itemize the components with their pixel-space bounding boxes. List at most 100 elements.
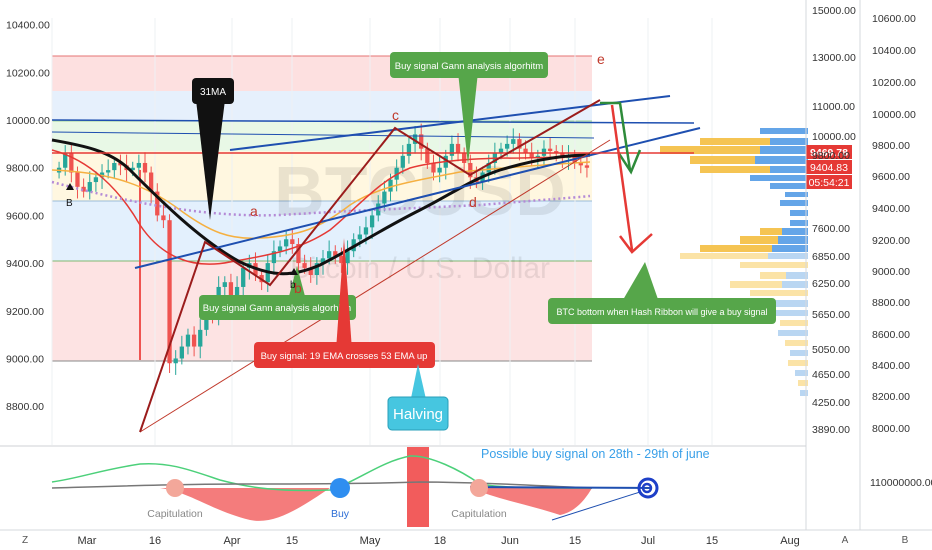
corner-a-label: A: [842, 535, 849, 546]
hash-ribbon-label: BTC bottom when Hash Ribbon will give a …: [556, 307, 767, 317]
green-arrowhead: [616, 149, 642, 175]
watermark: BTCUSD Bitcoin / U.S. Dollar: [274, 152, 566, 285]
hash-ribbon-pointer: [620, 262, 660, 305]
time-axis-tick: 15: [286, 535, 298, 547]
elliott-waves: [139, 99, 601, 433]
candle-body: [302, 263, 307, 268]
target-scribble-inner: [641, 482, 653, 494]
time-axis-tick: 18: [434, 535, 446, 547]
indicator-axis-label: 110000000.00: [870, 477, 932, 489]
candle-body: [419, 134, 424, 149]
candle-body: [241, 267, 246, 287]
halving-highlight: [407, 447, 429, 527]
candle-body: [155, 191, 160, 216]
right-axis-tick: 10600.00: [872, 13, 916, 25]
candle-body: [296, 244, 301, 264]
gann-bottom-box: [199, 295, 356, 320]
target-scribble-outer: [637, 477, 659, 499]
candle-body: [449, 143, 455, 156]
mid-axis-tick: 10000.00: [812, 131, 856, 143]
volume-profile: [660, 128, 808, 396]
gann-top-pointer: [458, 72, 478, 165]
candle-body: [320, 258, 326, 264]
wave-a-label: a: [250, 203, 258, 219]
mid-axis-tick: 9800.00: [812, 150, 850, 162]
candle-body: [185, 334, 191, 347]
possible-buy-label: Possible buy signal on 28th - 29th of ju…: [481, 447, 710, 461]
ma31-pointer: [196, 100, 225, 220]
candle-body: [406, 143, 412, 156]
candle-body: [431, 162, 436, 173]
horizontal-blue-line: [51, 119, 695, 124]
indicator-trend-line: [551, 491, 641, 521]
wave-c-label: c: [392, 107, 399, 123]
left-axis-tick: 10400.00: [6, 20, 50, 32]
hash-ribbon-gray: [51, 481, 593, 489]
gann-bottom-pointer: [288, 266, 306, 300]
left-axis-tick: 8800.00: [6, 401, 44, 413]
corner-z-label: Z: [22, 535, 28, 546]
candle-body: [75, 172, 80, 187]
ema-cross-pointer: [336, 238, 352, 350]
corner-b-label: B: [902, 535, 909, 546]
right-axis-tick: 9000.00: [872, 266, 910, 278]
candle-body: [148, 172, 154, 192]
time-axis-tick: Apr: [223, 535, 240, 547]
candle-body: [455, 143, 461, 154]
candle-body: [136, 162, 142, 168]
time-axis[interactable]: Mar 16 Apr 15 May 18 Jun 15 Jul 15 Aug: [0, 529, 932, 547]
candle-body: [388, 179, 393, 192]
right-axis-tick: 9600.00: [872, 171, 910, 183]
capitulation-area-2: [470, 488, 592, 515]
marker-B-label: B: [66, 198, 73, 209]
capitulation-dot-1: [166, 479, 184, 497]
candle-body: [437, 167, 442, 173]
candle-body: [382, 191, 387, 204]
candle-body: [468, 162, 473, 178]
capitulation-dot-2: [470, 479, 488, 497]
wave-e-label: e: [597, 51, 605, 67]
mid-axis-tick: 6850.00: [812, 251, 850, 263]
left-axis-tick: 10000.00: [6, 115, 50, 127]
candle-body: [112, 162, 117, 171]
candle-body: [517, 139, 522, 149]
mid-axis-tick: 11000.00: [812, 101, 855, 113]
mid-axis-tick: 7600.00: [812, 223, 850, 235]
candle-body: [523, 148, 528, 154]
capitulation-label-2: Capitulation: [451, 508, 507, 520]
wave-labels: a b c d e: [250, 51, 605, 296]
right-axis-tick: 8200.00: [872, 391, 910, 403]
left-axis-tick: 9400.00: [6, 258, 44, 270]
candle-body: [584, 165, 590, 168]
ma31-black-line: [51, 138, 591, 276]
candle-body: [277, 246, 283, 252]
right-axis-tick: 10000.00: [872, 109, 916, 121]
candle-body: [87, 182, 92, 192]
ema-red-line: [51, 149, 591, 265]
left-axis-tick: 9200.00: [6, 306, 44, 318]
ma31-label: 31MA: [200, 87, 226, 98]
ma-dotted-line: [51, 180, 591, 217]
capitulation-area-1: [160, 488, 330, 521]
candle-body: [271, 251, 277, 264]
candle-body: [498, 148, 504, 154]
candle-body: [81, 186, 86, 192]
halving-label: Halving: [393, 406, 443, 423]
ma31-box: [192, 78, 234, 104]
candle-body: [529, 153, 534, 159]
candle-body: [333, 251, 338, 256]
capitulation-label-1: Capitulation: [147, 508, 203, 520]
price-tag-2: 9404.83: [810, 162, 848, 174]
moving-averages: [51, 138, 591, 276]
candle-body: [142, 162, 148, 173]
indicator-blue-line: [469, 486, 651, 489]
time-axis-tick: 16: [149, 535, 161, 547]
right-price-axis[interactable]: 10600.00 10400.00 10200.00 10000.00 9800.00 9…: [872, 13, 916, 435]
left-price-axis[interactable]: 10400.00 10200.00 10000.00 9800.00 9600.00 94…: [6, 20, 50, 413]
gann-top-label: Buy signal Gann analysis algorhitm: [395, 61, 543, 72]
candle-body: [284, 239, 289, 247]
candle-body: [118, 162, 123, 166]
mid-price-axis[interactable]: 15000.00 13000.00 11000.00 10000.00 9800.00 7…: [812, 5, 856, 436]
price-tag-timer: 05:54:21: [809, 177, 850, 189]
